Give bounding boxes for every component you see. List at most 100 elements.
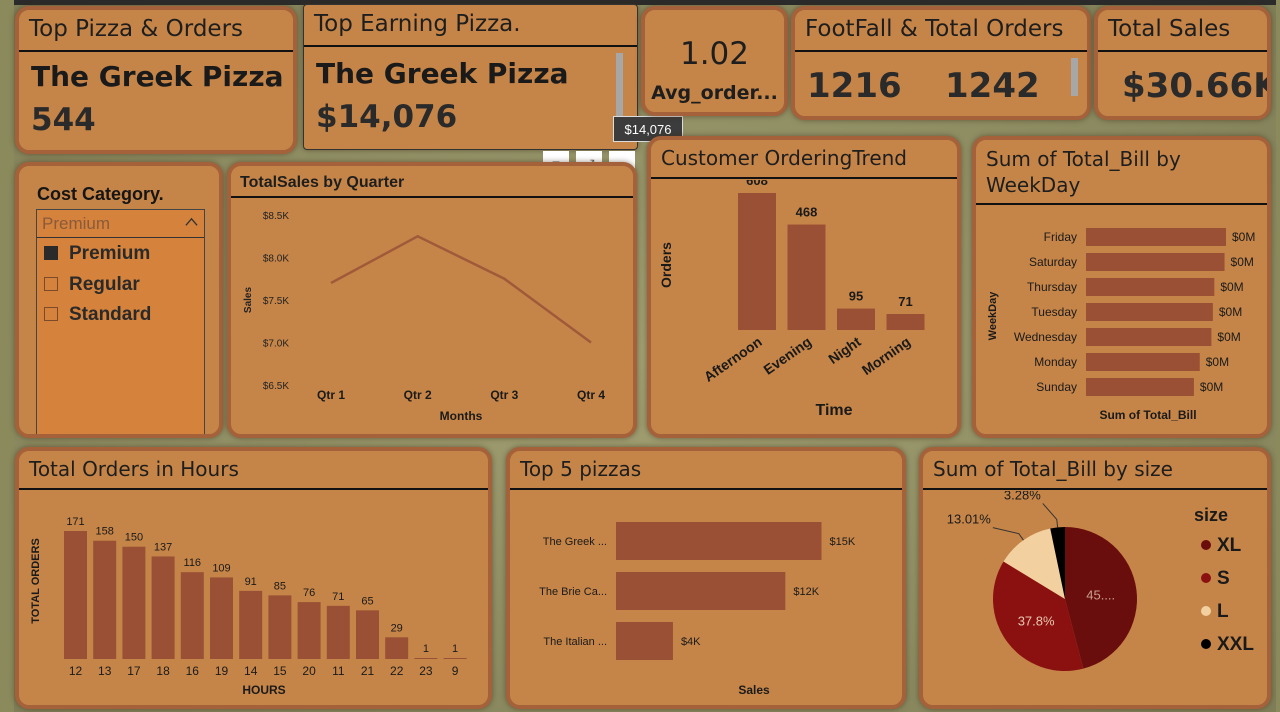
legend-label: XXL [1217,634,1254,655]
title-rule [976,203,1267,205]
avg-order-label: Avg_order... [651,82,778,104]
top-earning-value: $14,076 [316,99,458,135]
top5-pizzas-card[interactable]: Top 5 pizzas The Greek ... $15K The Brie C… [506,447,906,709]
data-label: 91 [245,576,257,588]
y-tick-label: $8.0K [263,254,289,265]
card-title: Top Pizza & Orders [29,16,244,42]
chart-title: Customer OrderingTrend [661,146,908,170]
y-tick-label: Saturday [1029,255,1077,269]
data-label: 65 [361,595,373,607]
top5-bar-chart: The Greek ... $15K The Brie Ca... $12K The I… [539,522,856,697]
bar [616,622,673,660]
bar [64,531,87,659]
data-label: 171 [66,516,84,528]
title-rule [1098,50,1267,52]
weekday-bar-chart: WeekDay Friday $0M Saturday $0M Thursday $0M Tu… [987,228,1255,422]
y-tick-label: $8.5K [263,211,289,222]
slice-label: 13.01% [947,512,992,527]
scrollbar[interactable] [616,53,623,123]
x-axis-label: Sales [738,683,770,697]
weekday-card[interactable]: Sum of Total_Bill by WeekDay WeekDay Frid… [972,136,1271,438]
bar [93,540,117,659]
bar [151,556,175,659]
bar [1086,253,1225,271]
y-tick-label: Friday [1044,230,1077,244]
checkbox[interactable] [44,277,58,291]
cost-category-slicer[interactable]: Cost Category. Premium Premium Regular S… [15,162,223,438]
bar [1086,228,1226,246]
bar [616,572,786,610]
data-label: 95 [849,289,863,304]
x-tick-label: 16 [186,664,200,678]
card-title: Top Earning Pizza. [314,11,521,37]
avg-order-card[interactable]: 1.02 Avg_order... [641,6,788,116]
ordering-trend-bar-chart: Orders 608 Afternoon 468 Evening 95 Night 71 Mor… [658,180,925,419]
bar [326,605,350,659]
x-tick-label: 9 [452,664,459,678]
x-tick-label: 15 [273,664,287,678]
total-sales-card[interactable]: Total Sales $30.66K [1094,6,1271,120]
y-tick-label: The Italian ... [543,636,607,648]
top-pizza-card[interactable]: Top Pizza & Orders The Greek Pizza 544 [15,6,297,154]
bar [356,610,379,659]
x-tick-label: 14 [244,664,258,678]
data-label: 137 [154,541,172,553]
slice-label: 3.28% [1004,491,1041,502]
x-tick-label: 20 [302,664,316,678]
bar [1086,278,1215,296]
x-tick-label: 19 [215,664,229,678]
footfall-card[interactable]: FootFall & Total Orders 1216 1242 [791,6,1091,120]
top-earning-card[interactable]: Top Earning Pizza. The Greek Pizza $14,0… [303,4,638,150]
legend-marker [1201,573,1211,583]
sales-by-quarter-card[interactable]: TotalSales by Quarter $8.5K $8.0K $7.5K $7.… [227,162,637,438]
data-label: 608 [746,180,768,188]
data-label: 158 [96,526,114,538]
y-tick-label: Wednesday [1014,330,1077,344]
x-axis-label: Months [440,409,483,423]
scrollbar[interactable] [1071,58,1078,96]
slicer-dropdown[interactable]: Premium [36,209,205,434]
legend-marker [1201,606,1211,616]
x-tick-label: Afternoon [701,333,765,384]
size-pie-card[interactable]: Sum of Total_Bill by size 45.... 37.8% 13.… [919,447,1271,709]
bar [443,658,467,659]
legend-marker [1201,639,1211,649]
checkbox[interactable] [44,307,58,321]
x-tick-label: Qtr 3 [490,388,518,402]
bar [886,314,925,330]
data-label: $0M [1206,355,1229,369]
ordering-trend-card[interactable]: Customer OrderingTrend Orders 608 Afternoo… [647,136,961,438]
bar [787,224,826,330]
y-tick-label: The Greek ... [543,536,607,548]
x-tick-label: 12 [69,664,83,678]
bar [297,602,321,659]
top-pizza-name: The Greek Pizza [31,60,284,93]
slice-label: 37.8% [1018,614,1055,629]
chevron-up-icon[interactable] [185,216,198,229]
x-tick-label: 11 [332,664,345,678]
data-label: 468 [796,205,818,220]
title-rule [795,50,1087,52]
legend-title: size [1194,505,1228,525]
data-label: $0M [1231,255,1254,269]
x-tick-label: Qtr 1 [317,388,345,402]
dropdown-header[interactable]: Premium [37,210,204,238]
data-label: 1 [452,643,458,655]
chart-title: Sum of Total_Bill by size [933,457,1173,481]
bar [385,637,409,659]
data-label: $0M [1200,380,1223,394]
size-pie-chart: 45.... 37.8% 13.01% 3.28% size XL SL XXL [947,491,1254,671]
y-axis-label: Sales [243,286,254,313]
x-tick-label: 17 [127,664,141,678]
data-label: 71 [898,294,912,309]
data-label: 109 [212,562,230,574]
bar [180,572,204,659]
x-tick-label: Qtr 4 [577,388,605,402]
orders-by-hour-card[interactable]: Total Orders in Hours TOTAL ORDERS 171 12 1… [15,447,492,709]
top-edge [14,0,1276,5]
checkbox-checked[interactable] [44,246,58,260]
slice-label: 45.... [1086,587,1115,602]
x-axis-label: Sum of Total_Bill [1099,408,1196,422]
slicer-title: Cost Category. [37,184,164,204]
bar [1086,303,1213,321]
